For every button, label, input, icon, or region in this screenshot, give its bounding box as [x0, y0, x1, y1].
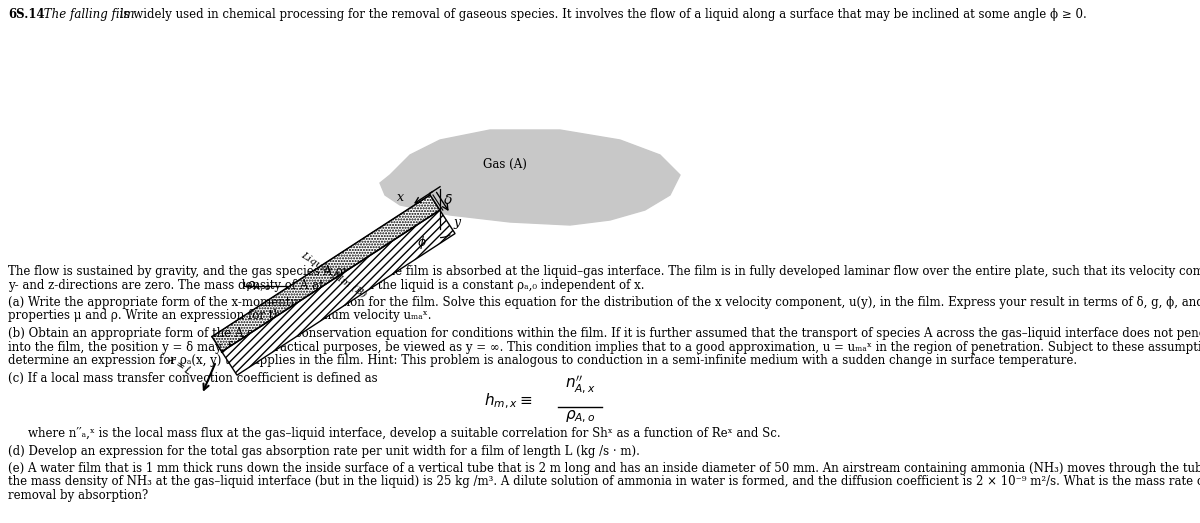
Text: Liquid film (B): Liquid film (B) — [300, 251, 368, 300]
Text: (a) Write the appropriate form of the x-momentum equation for the film. Solve th: (a) Write the appropriate form of the x-… — [8, 296, 1200, 309]
Text: $\delta$: $\delta$ — [443, 192, 452, 207]
Text: $n^{\prime\prime}_{A,x}$: $n^{\prime\prime}_{A,x}$ — [564, 373, 595, 395]
Text: $\rho_{A,o}$: $\rho_{A,o}$ — [246, 280, 271, 294]
Text: $\rho_{A,o}$: $\rho_{A,o}$ — [565, 409, 595, 425]
Text: y: y — [454, 217, 461, 230]
Text: $\phi$: $\phi$ — [418, 234, 427, 251]
Text: (b) Obtain an appropriate form of the A species conservation equation for condit: (b) Obtain an appropriate form of the A … — [8, 327, 1200, 340]
Text: properties μ and ρ. Write an expression for the maximum velocity uₘₐˣ.: properties μ and ρ. Write an expression … — [8, 310, 432, 323]
Text: (d) Develop an expression for the total gas absorption rate per unit width for a: (d) Develop an expression for the total … — [8, 445, 640, 458]
Text: Gas (A): Gas (A) — [484, 158, 527, 171]
Text: $h_{m,x} \equiv$: $h_{m,x} \equiv$ — [484, 391, 532, 411]
Text: 6S.14: 6S.14 — [8, 8, 44, 21]
Text: (e) A water film that is 1 mm thick runs down the inside surface of a vertical t: (e) A water film that is 1 mm thick runs… — [8, 462, 1200, 475]
Text: x: x — [396, 191, 403, 204]
Text: is widely used in chemical processing for the removal of gaseous species. It inv: is widely used in chemical processing fo… — [116, 8, 1087, 21]
Polygon shape — [380, 130, 680, 225]
Text: where n′′ₐ,ˣ is the local mass flux at the gas–liquid interface, develop a suita: where n′′ₐ,ˣ is the local mass flux at t… — [28, 427, 781, 440]
Text: (c) If a local mass transfer convection coefficient is defined as: (c) If a local mass transfer convection … — [8, 371, 378, 384]
Text: determine an expression for ρₐ(x, y) that applies in the film. Hint: This proble: determine an expression for ρₐ(x, y) tha… — [8, 354, 1078, 367]
Text: The flow is sustained by gravity, and the gas species A outside the film is abso: The flow is sustained by gravity, and th… — [8, 265, 1200, 278]
Text: y- and z-directions are zero. The mass density of A at y = 0 in the liquid is a : y- and z-directions are zero. The mass d… — [8, 279, 644, 291]
Text: the mass density of NH₃ at the gas–liquid interface (but in the liquid) is 25 kg: the mass density of NH₃ at the gas–liqui… — [8, 475, 1200, 488]
Text: The falling film: The falling film — [40, 8, 134, 21]
Text: removal by absorption?: removal by absorption? — [8, 489, 149, 502]
Polygon shape — [222, 210, 455, 375]
Text: into the film, the position y = δ may, for all practical purposes, be viewed as : into the film, the position y = δ may, f… — [8, 340, 1200, 354]
Polygon shape — [212, 195, 440, 351]
Text: $x=L$: $x=L$ — [166, 351, 196, 377]
